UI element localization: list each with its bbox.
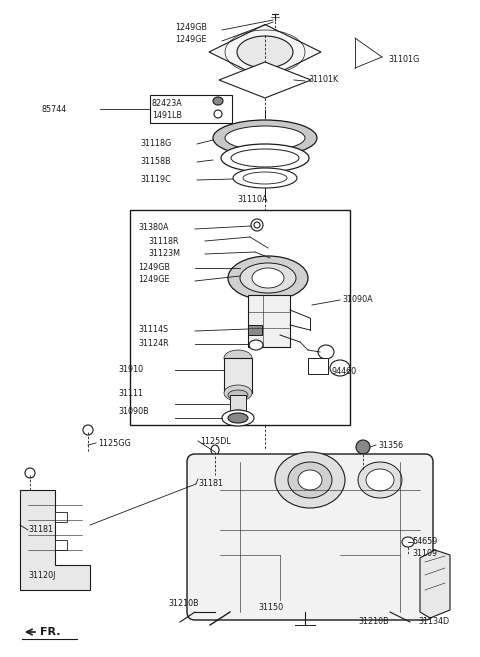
Text: 31356: 31356 xyxy=(378,440,403,449)
Ellipse shape xyxy=(231,149,299,167)
Ellipse shape xyxy=(233,168,297,188)
Text: FR.: FR. xyxy=(40,627,60,637)
Text: 31118R: 31118R xyxy=(148,237,179,246)
Ellipse shape xyxy=(251,219,263,231)
Text: 31111: 31111 xyxy=(118,388,143,397)
Ellipse shape xyxy=(83,425,93,435)
Text: 31158B: 31158B xyxy=(140,158,170,166)
Bar xyxy=(248,295,290,347)
Text: 31101K: 31101K xyxy=(308,76,338,85)
Ellipse shape xyxy=(228,390,248,400)
Text: 1249GB: 1249GB xyxy=(138,263,170,271)
Ellipse shape xyxy=(298,470,322,490)
Text: 31101G: 31101G xyxy=(388,55,419,64)
Text: 31118G: 31118G xyxy=(140,139,171,148)
Text: 31210B: 31210B xyxy=(168,599,199,608)
Ellipse shape xyxy=(237,36,293,68)
Polygon shape xyxy=(420,550,450,618)
Ellipse shape xyxy=(228,413,248,423)
Ellipse shape xyxy=(330,360,350,376)
Text: 31120J: 31120J xyxy=(28,570,55,579)
Text: 1125GG: 1125GG xyxy=(98,438,131,447)
Text: 31090A: 31090A xyxy=(342,296,372,304)
Ellipse shape xyxy=(254,222,260,228)
Ellipse shape xyxy=(213,97,223,105)
Bar xyxy=(150,95,232,123)
Text: 31181: 31181 xyxy=(198,480,223,489)
Text: 31910: 31910 xyxy=(118,365,143,374)
Ellipse shape xyxy=(288,462,332,498)
Text: 31181: 31181 xyxy=(28,526,53,535)
Text: 82423A: 82423A xyxy=(152,99,183,108)
Text: 31134D: 31134D xyxy=(418,618,449,627)
Bar xyxy=(224,358,252,393)
Ellipse shape xyxy=(243,172,287,184)
Text: 31380A: 31380A xyxy=(138,223,168,233)
Ellipse shape xyxy=(366,469,394,491)
Text: 31090B: 31090B xyxy=(118,407,149,417)
Bar xyxy=(55,512,67,522)
Ellipse shape xyxy=(228,256,308,300)
Ellipse shape xyxy=(356,440,370,454)
Ellipse shape xyxy=(249,340,263,350)
Text: 31210B: 31210B xyxy=(358,618,389,627)
Ellipse shape xyxy=(222,410,254,426)
Ellipse shape xyxy=(225,126,305,150)
Polygon shape xyxy=(209,24,321,79)
Text: 1249GE: 1249GE xyxy=(175,35,206,45)
Text: 31109: 31109 xyxy=(412,549,437,558)
Ellipse shape xyxy=(228,410,248,420)
Bar xyxy=(308,358,328,374)
Text: 31124R: 31124R xyxy=(138,338,168,348)
Ellipse shape xyxy=(211,445,219,455)
Ellipse shape xyxy=(358,462,402,498)
Text: 1249GE: 1249GE xyxy=(138,275,169,284)
Polygon shape xyxy=(20,490,90,590)
Ellipse shape xyxy=(402,537,414,547)
Text: 31110A: 31110A xyxy=(238,194,268,204)
Ellipse shape xyxy=(25,468,35,478)
Bar xyxy=(230,395,246,415)
Text: 54659: 54659 xyxy=(412,537,437,547)
Text: 31119C: 31119C xyxy=(140,175,171,185)
FancyBboxPatch shape xyxy=(187,454,433,620)
Text: 1249GB: 1249GB xyxy=(175,24,207,32)
Bar xyxy=(198,470,213,484)
Ellipse shape xyxy=(224,385,252,401)
Text: 31123M: 31123M xyxy=(148,250,180,258)
Ellipse shape xyxy=(240,263,296,293)
Text: 31150: 31150 xyxy=(258,604,283,612)
Polygon shape xyxy=(219,62,311,98)
Text: 85744: 85744 xyxy=(42,106,67,114)
Text: 94460: 94460 xyxy=(332,367,357,376)
Bar xyxy=(248,325,262,335)
Ellipse shape xyxy=(252,268,284,288)
Text: 1491LB: 1491LB xyxy=(152,112,182,120)
Bar xyxy=(55,540,67,550)
Ellipse shape xyxy=(213,120,317,156)
Bar xyxy=(130,210,350,425)
Ellipse shape xyxy=(275,452,345,508)
Ellipse shape xyxy=(318,345,334,359)
Text: 1125DL: 1125DL xyxy=(200,436,231,445)
Ellipse shape xyxy=(224,350,252,366)
Ellipse shape xyxy=(214,110,222,118)
Text: 31114S: 31114S xyxy=(138,325,168,334)
Ellipse shape xyxy=(221,144,309,172)
